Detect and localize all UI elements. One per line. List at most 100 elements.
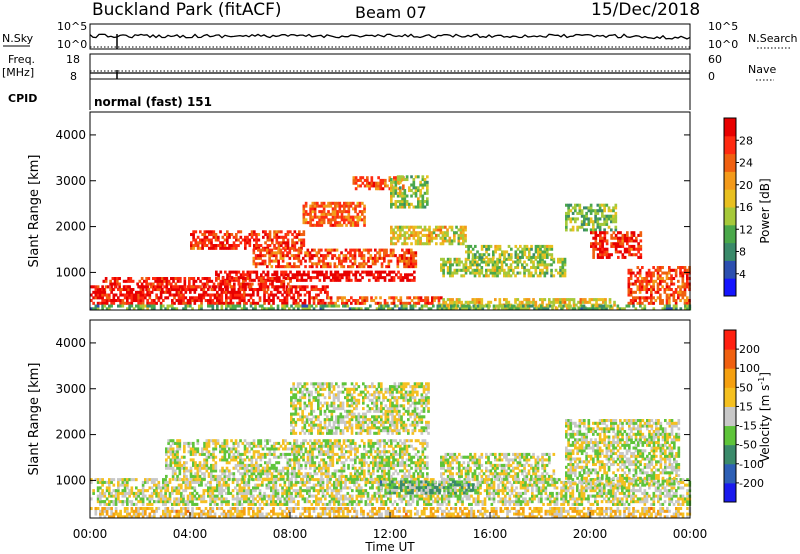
heatmap-cell [463, 489, 467, 493]
heatmap-cell [542, 486, 545, 490]
heatmap-cell [324, 285, 327, 289]
heatmap-cell [562, 483, 566, 487]
heatmap-cell [589, 486, 593, 490]
heatmap-cell [249, 293, 253, 297]
heatmap-cell [338, 204, 342, 208]
heatmap-cell [580, 307, 584, 311]
heatmap-cell [501, 489, 505, 493]
heatmap-cell [486, 480, 489, 484]
heatmap-cell [589, 307, 593, 311]
heatmap-cell [632, 282, 635, 286]
heatmap-cell [257, 238, 261, 242]
heatmap-cell [201, 246, 204, 250]
heatmap-cell [486, 304, 489, 308]
heatmap-cell [630, 231, 634, 235]
heatmap-cell [268, 254, 271, 258]
heatmap-cell [369, 480, 372, 484]
heatmap-cell [683, 299, 687, 303]
heatmap-cell [610, 214, 613, 218]
heatmap-cell [553, 486, 557, 490]
heatmap-cell [159, 304, 163, 308]
heatmap-cell [371, 480, 374, 484]
heatmap-cell [356, 248, 359, 252]
heatmap-cell [303, 307, 307, 311]
heatmap-cell [510, 489, 514, 493]
heatmap-cell [403, 236, 407, 240]
heatmap-cell [208, 277, 211, 281]
heatmap-cell [601, 244, 604, 248]
heatmap-cell [235, 273, 238, 277]
heatmap-cell [477, 502, 480, 506]
heatmap-cell [200, 301, 203, 305]
heatmap-cell [430, 233, 434, 237]
heatmap-cell [666, 304, 669, 308]
heatmap-cell [335, 489, 338, 493]
heatmap-cell [600, 489, 604, 493]
heatmap-cell [571, 307, 575, 311]
heatmap-cell [358, 262, 361, 266]
heatmap-cell [574, 209, 577, 213]
heatmap-cell [496, 260, 499, 264]
heatmap-cell [509, 257, 513, 261]
heatmap-cell [162, 483, 165, 487]
heatmap-cell [150, 497, 154, 501]
heatmap-cell [222, 489, 226, 493]
heatmap-cell [311, 218, 315, 222]
heatmap-cell [231, 301, 235, 305]
heatmap-cell [329, 270, 333, 274]
heatmap-cell [565, 222, 568, 226]
heatmap-cell [481, 480, 485, 484]
heatmap-cell [571, 225, 575, 229]
heatmap-cell [329, 301, 333, 305]
heatmap-cell [253, 233, 256, 237]
heatmap-cell [247, 478, 251, 482]
heatmap-cell [311, 276, 315, 280]
heatmap-cell [472, 500, 476, 504]
heatmap-cell [285, 489, 289, 493]
heatmap-cell [307, 270, 310, 274]
heatmap-cell [256, 301, 260, 305]
heatmap-cell [114, 293, 118, 297]
heatmap-cell [421, 186, 425, 190]
heatmap-cell [240, 486, 244, 490]
heatmap-cell [659, 288, 662, 292]
heatmap-cell [298, 246, 301, 250]
heatmap-cell [543, 263, 547, 267]
heatmap-cell [323, 273, 326, 277]
heatmap-cell [478, 263, 481, 267]
heatmap-cell [150, 478, 154, 482]
heatmap-cell [380, 265, 384, 269]
heatmap-cell [460, 274, 463, 278]
heatmap-cell [531, 491, 534, 495]
heatmap-cell [540, 307, 543, 311]
heatmap-cell [357, 307, 361, 311]
heatmap-cell [130, 290, 134, 294]
heatmap-cell [585, 228, 588, 232]
heatmap-cell [686, 301, 689, 305]
heatmap-cell [228, 235, 231, 239]
heatmap-cell [482, 260, 486, 264]
heatmap-cell [456, 494, 460, 498]
heatmap-cell [561, 268, 565, 272]
heatmap-cell [427, 480, 431, 484]
nsky-frame [89, 23, 691, 50]
heatmap-cell [237, 238, 240, 242]
heatmap-cell [421, 228, 425, 232]
heatmap-cell [668, 288, 671, 292]
heatmap-cell [327, 204, 330, 208]
heatmap-cell [289, 277, 292, 281]
heatmap-cell [283, 304, 287, 308]
heatmap-cell [306, 491, 309, 495]
heatmap-cell [479, 500, 482, 504]
heatmap-cell [173, 489, 176, 493]
heatmap-cell [139, 293, 143, 297]
heatmap-cell [596, 494, 599, 498]
heatmap-cell [390, 278, 394, 282]
heatmap-cell [216, 480, 219, 484]
heatmap-cell [549, 497, 552, 501]
heatmap-cell [537, 480, 541, 484]
heatmap-cell [343, 296, 346, 300]
heatmap-cell [546, 304, 550, 308]
heatmap-cell [661, 307, 665, 311]
heatmap-cell [551, 304, 554, 308]
